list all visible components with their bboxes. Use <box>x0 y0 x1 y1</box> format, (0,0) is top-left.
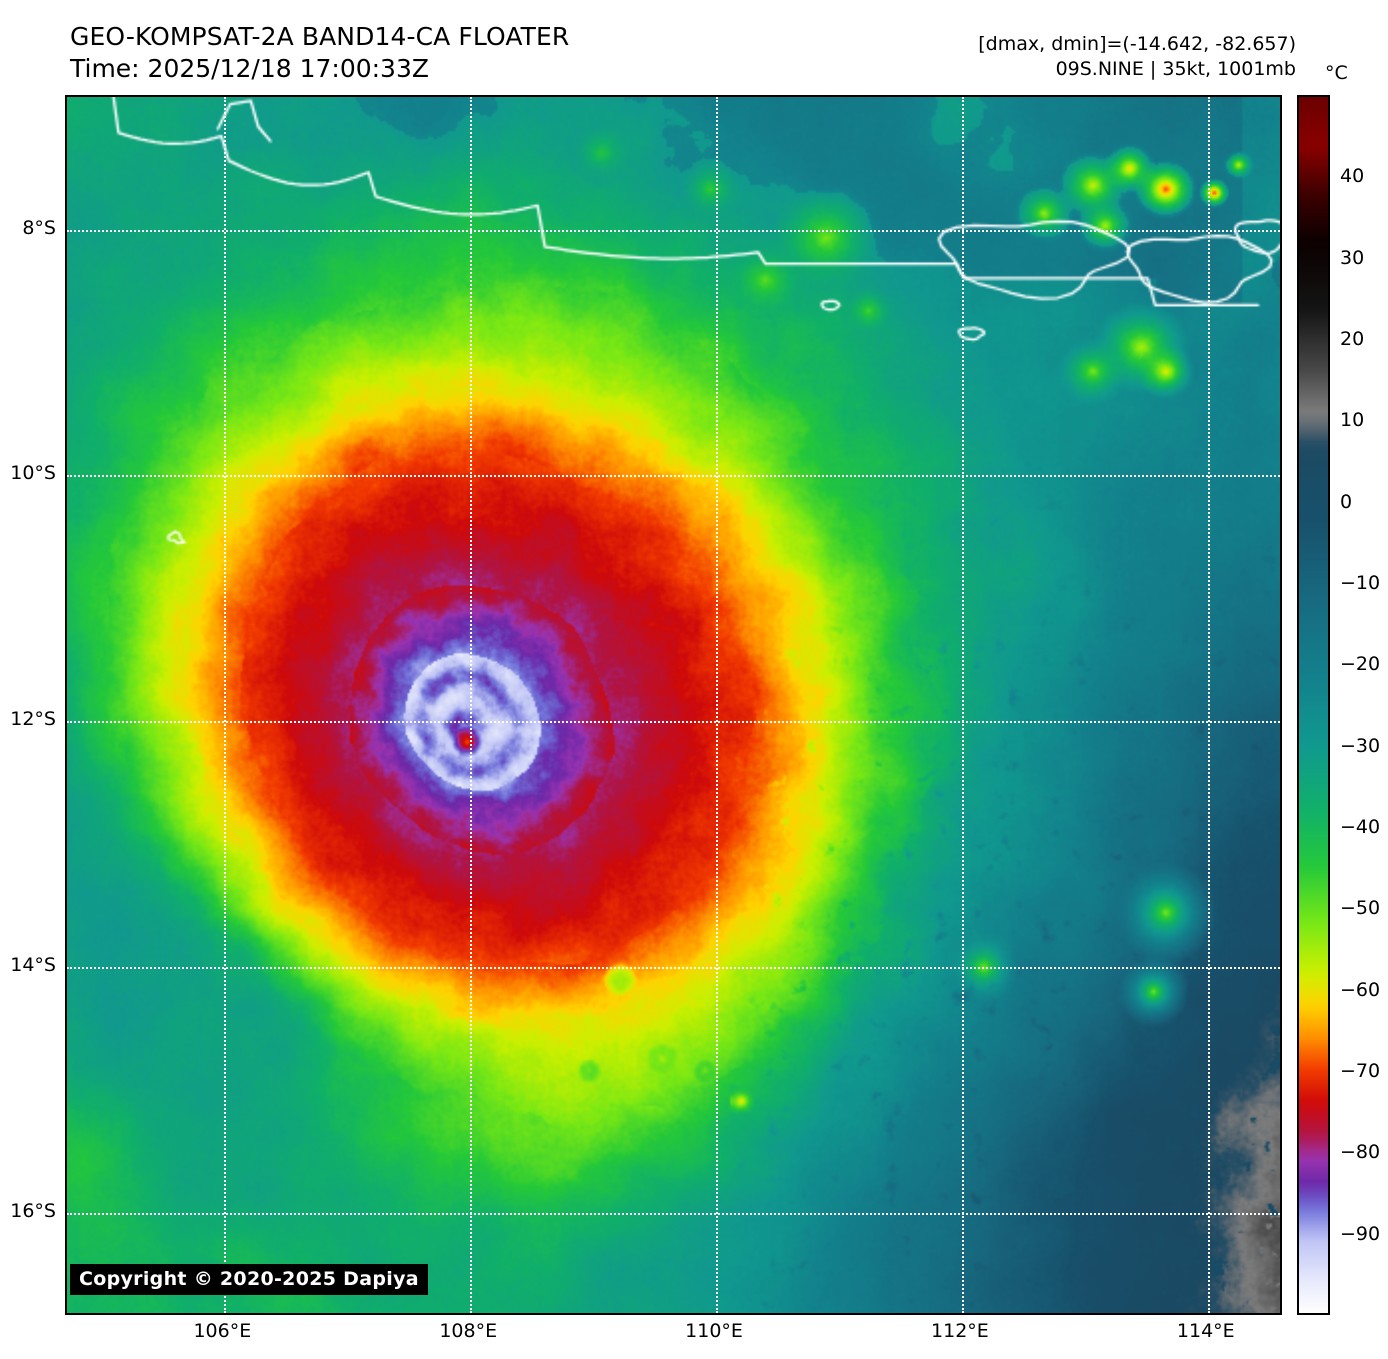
longitude-tick-0: 106°E <box>193 1320 252 1342</box>
infrared-brightness-temperature-raster <box>67 97 1280 1313</box>
latitude-tick-4: 16°S <box>10 1199 56 1222</box>
colorbar-tick-1: 30 <box>1340 246 1365 269</box>
temperature-colorbar[interactable] <box>1297 95 1330 1315</box>
colorbar-tick-11: −70 <box>1340 1060 1381 1082</box>
colorbar-tick-5: −10 <box>1340 572 1381 594</box>
storm-info-label: 09S.NINE | 35kt, 1001mb <box>1055 58 1296 80</box>
colorbar-tick-2: 20 <box>1340 328 1365 350</box>
longitude-tick-3: 112°E <box>931 1320 989 1342</box>
latitude-tick-0: 8°S <box>22 216 56 239</box>
latitude-tick-2: 12°S <box>10 708 56 731</box>
colorbar-tick-7: −30 <box>1340 734 1381 757</box>
colorbar-tick-10: −60 <box>1340 978 1381 1001</box>
copyright-badge: Copyright © 2020-2025 Dapiya <box>70 1264 428 1295</box>
latitude-tick-1: 10°S <box>10 462 56 485</box>
observation-time: Time: 2025/12/18 17:00:33Z <box>70 54 429 83</box>
page-title: GEO-KOMPSAT-2A BAND14-CA FLOATER <box>70 22 570 51</box>
colorbar-tick-0: 40 <box>1340 165 1365 188</box>
latitude-tick-3: 14°S <box>10 953 56 976</box>
satellite-image-plot[interactable]: Copyright © 2020-2025 Dapiya <box>65 95 1282 1315</box>
colorbar-gradient <box>1299 97 1328 1313</box>
colorbar-unit-label: °C <box>1325 62 1348 84</box>
colorbar-tick-3: 10 <box>1340 409 1365 432</box>
colorbar-tick-6: −20 <box>1340 653 1381 676</box>
colorbar-tick-4: 0 <box>1340 490 1353 513</box>
ir-raster-canvas <box>67 97 1280 1313</box>
colorbar-tick-9: −50 <box>1340 897 1381 920</box>
colorbar-tick-13: −90 <box>1340 1222 1381 1245</box>
data-extremes-label: [dmax, dmin]=(-14.642, -82.657) <box>978 33 1296 55</box>
longitude-tick-4: 114°E <box>1176 1320 1235 1342</box>
colorbar-tick-8: −40 <box>1340 816 1381 838</box>
longitude-tick-1: 108°E <box>439 1320 498 1342</box>
longitude-tick-2: 110°E <box>685 1320 743 1342</box>
colorbar-tick-12: −80 <box>1340 1141 1381 1164</box>
